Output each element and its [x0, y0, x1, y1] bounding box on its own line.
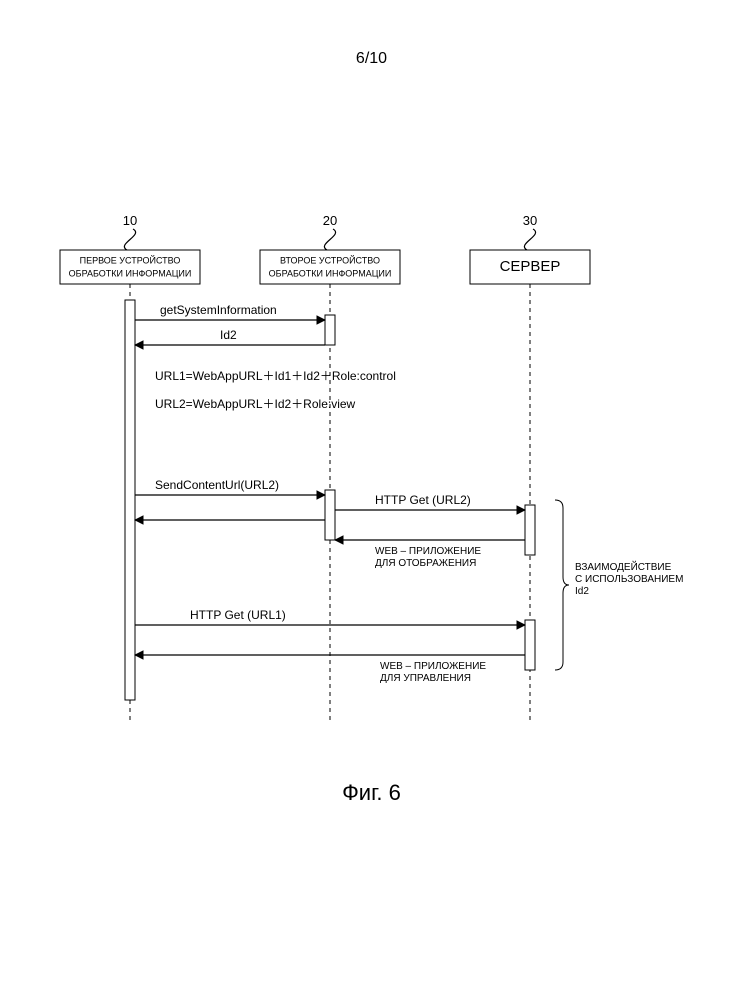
activation-bar — [125, 300, 135, 700]
note-text: URL1=WebAppURL＋Id1＋Id2＋Role:control — [155, 369, 396, 383]
side-brace-label: Id2 — [575, 586, 589, 597]
participant-label: ПЕРВОЕ УСТРОЙСТВО — [80, 254, 181, 265]
side-brace — [555, 500, 569, 670]
page: 6/10 102030ПЕРВОЕ УСТРОЙСТВООБРАБОТКИ ИН… — [0, 0, 743, 1000]
figure-caption: Фиг. 6 — [0, 780, 743, 806]
callout-curve — [124, 229, 135, 250]
note-text: URL2=WebAppURL＋Id2＋Role:view — [155, 397, 356, 411]
activation-bar — [525, 620, 535, 670]
activation-bar — [525, 505, 535, 555]
message-label: HTTP Get (URL2) — [375, 493, 471, 507]
message-label: WEB – ПРИЛОЖЕНИЕ — [375, 546, 481, 557]
message-label: HTTP Get (URL1) — [190, 608, 286, 622]
activation-bar — [325, 315, 335, 345]
message-label: WEB – ПРИЛОЖЕНИЕ — [380, 661, 486, 672]
side-brace-label: С ИСПОЛЬЗОВАНИЕМ — [575, 574, 683, 585]
sequence-diagram: 10 20 30 ПЕРВОЕ УСТРОЙСТВО ОБРАБОТКИ ИНФОРМА… — [0, 0, 743, 1000]
callout-curve — [524, 229, 535, 250]
message-label: ДЛЯ УПРАВЛЕНИЯ — [380, 673, 471, 684]
participant-label: ОБРАБОТКИ ИНФОРМАЦИИ — [69, 268, 192, 278]
participant-label: ОБРАБОТКИ ИНФОРМАЦИИ — [269, 268, 392, 278]
activation-bar — [325, 490, 335, 540]
message-label: SendContentUrl(URL2) — [155, 478, 279, 492]
participant-label: СЕРВЕР — [500, 258, 561, 275]
callout-curve — [324, 229, 335, 250]
participant-label: ВТОРОЕ УСТРОЙСТВО — [280, 254, 380, 265]
message-label: getSystemInformation — [160, 303, 277, 317]
side-brace-label: ВЗАИМОДЕЙСТВИЕ — [575, 560, 672, 573]
participant-id: 30 — [523, 213, 537, 228]
participant-id: 10 — [123, 213, 137, 228]
message-label: Id2 — [220, 328, 237, 342]
participant-id: 20 — [323, 213, 337, 228]
message-label: ДЛЯ ОТОБРАЖЕНИЯ — [375, 558, 476, 569]
